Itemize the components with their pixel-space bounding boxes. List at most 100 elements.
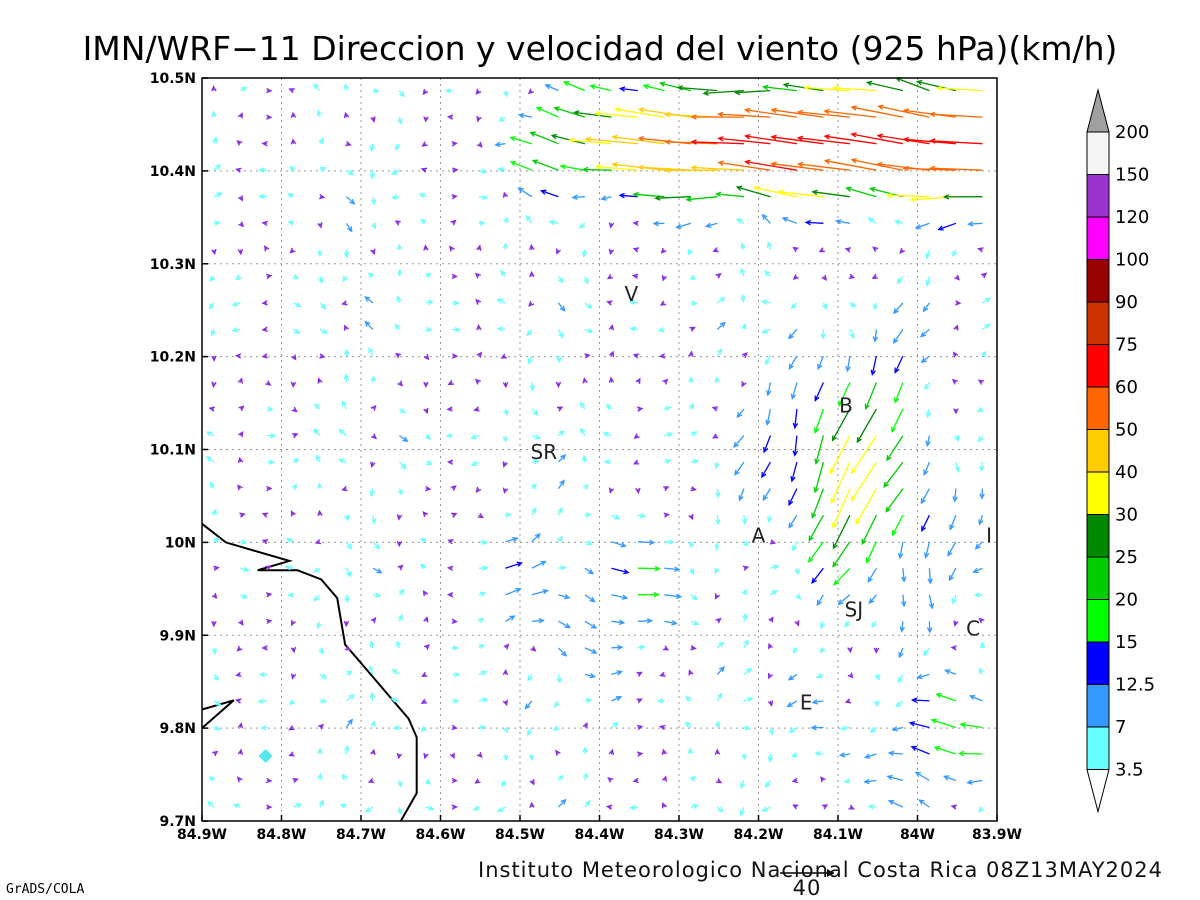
wind-vector <box>266 459 275 465</box>
wind-vector <box>261 512 269 518</box>
wind-vector <box>865 80 904 92</box>
wind-vector <box>891 408 904 433</box>
wind-vector <box>715 272 722 279</box>
wind-vector <box>632 353 640 359</box>
wind-vector <box>926 621 933 634</box>
x-tick-label: 84.1W <box>813 827 863 843</box>
wind-vector <box>877 104 930 118</box>
wind-vector <box>792 647 799 654</box>
wind-vector <box>370 248 376 256</box>
wind-vector <box>892 329 904 345</box>
wind-vector <box>290 381 297 389</box>
wind-vector <box>318 137 325 145</box>
x-tick-label: 84.4W <box>575 827 625 843</box>
wind-vector <box>716 666 725 675</box>
wind-vector <box>451 618 458 625</box>
wind-vector <box>367 777 375 784</box>
wind-vector <box>611 594 629 600</box>
wind-vector <box>856 408 877 444</box>
colorbar-label: 75 <box>1115 335 1138 356</box>
wind-vector <box>717 111 771 118</box>
wind-vector <box>476 351 483 358</box>
wind-vector <box>642 83 665 92</box>
wind-vector <box>531 506 537 516</box>
place-label: B <box>839 393 853 417</box>
wind-vector <box>690 431 698 437</box>
wind-vector <box>766 382 772 397</box>
wind-vector <box>768 727 774 736</box>
wind-vector <box>571 194 585 201</box>
wind-vector <box>792 246 799 253</box>
wind-vector <box>618 192 638 199</box>
wind-vector <box>452 167 459 173</box>
wind-vector <box>787 328 798 340</box>
wind-vector <box>502 242 509 250</box>
wind-vector <box>372 567 383 574</box>
wind-vector <box>849 329 855 340</box>
wind-vector <box>396 807 403 815</box>
wind-vector <box>475 486 482 493</box>
wind-vector <box>290 354 297 361</box>
wind-vector <box>557 506 563 516</box>
wind-vector <box>794 568 800 576</box>
wind-vector <box>690 803 700 810</box>
wind-vector <box>632 220 639 227</box>
wind-vector <box>369 170 376 180</box>
wind-vector <box>266 485 273 492</box>
wind-vector <box>958 750 983 757</box>
wind-vector <box>925 435 931 448</box>
wind-vector <box>293 803 303 809</box>
wind-vector <box>891 514 904 537</box>
wind-vector <box>288 725 295 731</box>
wind-vector <box>611 134 665 145</box>
wind-vector <box>205 455 215 463</box>
wind-vector <box>502 381 509 389</box>
wind-vector <box>573 110 612 118</box>
wind-vector <box>819 621 826 630</box>
wind-vector <box>661 775 667 782</box>
wind-vector <box>344 594 350 604</box>
coastline-segment <box>201 523 418 822</box>
wind-vector <box>452 671 461 678</box>
wind-vector <box>978 617 985 624</box>
colorbar-swatch <box>1086 599 1110 643</box>
colorbar-swatch <box>1086 259 1110 303</box>
wind-vector <box>370 515 377 525</box>
wind-vector <box>209 481 216 489</box>
wind-vector <box>744 159 798 171</box>
wind-vector <box>608 748 615 756</box>
wind-vector <box>740 780 746 790</box>
wind-vector <box>396 295 402 304</box>
wind-vector <box>979 641 986 648</box>
colorbar-label: 100 <box>1115 250 1149 271</box>
wind-vector <box>509 160 533 171</box>
wind-vector <box>446 406 453 412</box>
wind-vector <box>736 218 745 224</box>
wind-vector <box>865 541 877 564</box>
colorbar-swatch <box>1086 344 1110 388</box>
wind-vector <box>397 488 403 496</box>
wind-vector <box>608 222 615 229</box>
wind-vector <box>832 541 851 568</box>
wind-vector <box>419 538 427 544</box>
wind-vector <box>341 773 348 781</box>
wind-vector <box>767 753 774 763</box>
wind-vector <box>425 326 433 333</box>
wind-vector <box>476 115 482 123</box>
wind-vector <box>633 433 640 439</box>
wind-vector <box>266 804 273 810</box>
wind-vector <box>740 267 746 277</box>
wind-vector <box>611 541 627 548</box>
wind-vector <box>237 748 244 755</box>
wind-vector <box>498 116 506 122</box>
wind-vector <box>390 169 400 175</box>
wind-vector <box>238 405 245 412</box>
wind-vector <box>631 273 639 280</box>
wind-vector <box>423 616 429 623</box>
wind-vector <box>583 276 589 285</box>
wind-vector <box>796 135 850 145</box>
wind-vector <box>423 752 429 760</box>
wind-vector <box>343 249 350 259</box>
wind-vector <box>476 141 483 148</box>
wind-vector <box>632 247 640 253</box>
